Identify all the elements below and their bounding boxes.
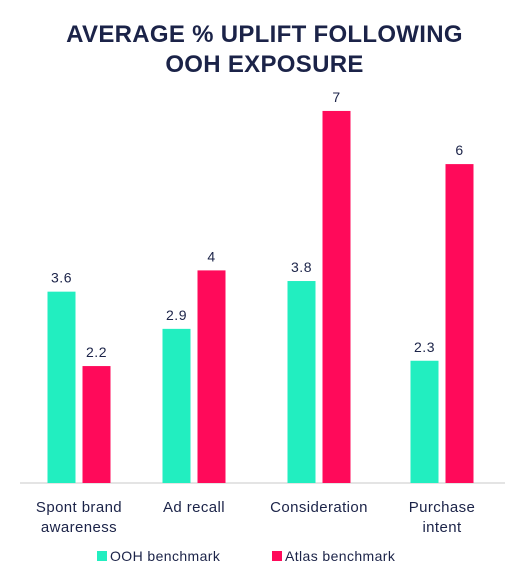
bar-ooh-2	[287, 281, 316, 483]
x-axis-labels: Spont brand awareness Ad recall Considerati…	[36, 499, 475, 536]
category-label-0-line-1: awareness	[41, 519, 117, 536]
bar-atlas-1	[197, 270, 226, 483]
category-label-1-line-0: Ad recall	[163, 499, 225, 516]
legend-label-0: OOH benchmark	[110, 548, 221, 564]
data-label-ooh-3: 2.3	[414, 339, 435, 355]
bar-ooh-3	[410, 360, 439, 483]
data-label-ooh-2: 3.8	[291, 259, 312, 275]
legend-swatch-1	[272, 551, 282, 561]
chart-title: AVERAGE % UPLIFT FOLLOWING OOH EXPOSURE	[66, 21, 463, 78]
legend-label-1: Atlas benchmark	[285, 548, 396, 564]
bar-atlas-0	[82, 366, 111, 483]
legend: OOH benchmark Atlas benchmark	[97, 548, 396, 564]
data-label-atlas-1: 4	[207, 248, 215, 264]
bar-atlas-3	[445, 164, 474, 483]
data-label-ooh-1: 2.9	[166, 307, 187, 323]
data-label-ooh-0: 3.6	[51, 270, 72, 286]
bar-ooh-0	[47, 291, 76, 483]
category-label-2-line-0: Consideration	[270, 499, 368, 516]
data-label-atlas-3: 6	[455, 142, 463, 158]
data-label-atlas-0: 2.2	[86, 344, 107, 360]
category-label-3-line-1: intent	[422, 519, 462, 536]
chart-title-line-2: OOH EXPOSURE	[165, 51, 363, 78]
legend-swatch-0	[97, 551, 107, 561]
category-label-0-line-0: Spont brand	[36, 499, 122, 516]
category-label-3-line-0: Purchase	[409, 499, 476, 516]
chart-title-line-1: AVERAGE % UPLIFT FOLLOWING	[66, 21, 463, 48]
plot-area: 3.6 2.2 2.9 4 3.8 7 2.3 6	[20, 89, 505, 484]
data-label-atlas-2: 7	[332, 89, 340, 105]
bar-ooh-1	[162, 328, 191, 483]
bar-atlas-2	[322, 110, 351, 484]
